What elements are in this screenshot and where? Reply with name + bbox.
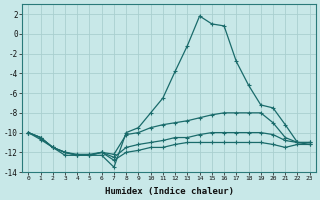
X-axis label: Humidex (Indice chaleur): Humidex (Indice chaleur): [105, 187, 234, 196]
